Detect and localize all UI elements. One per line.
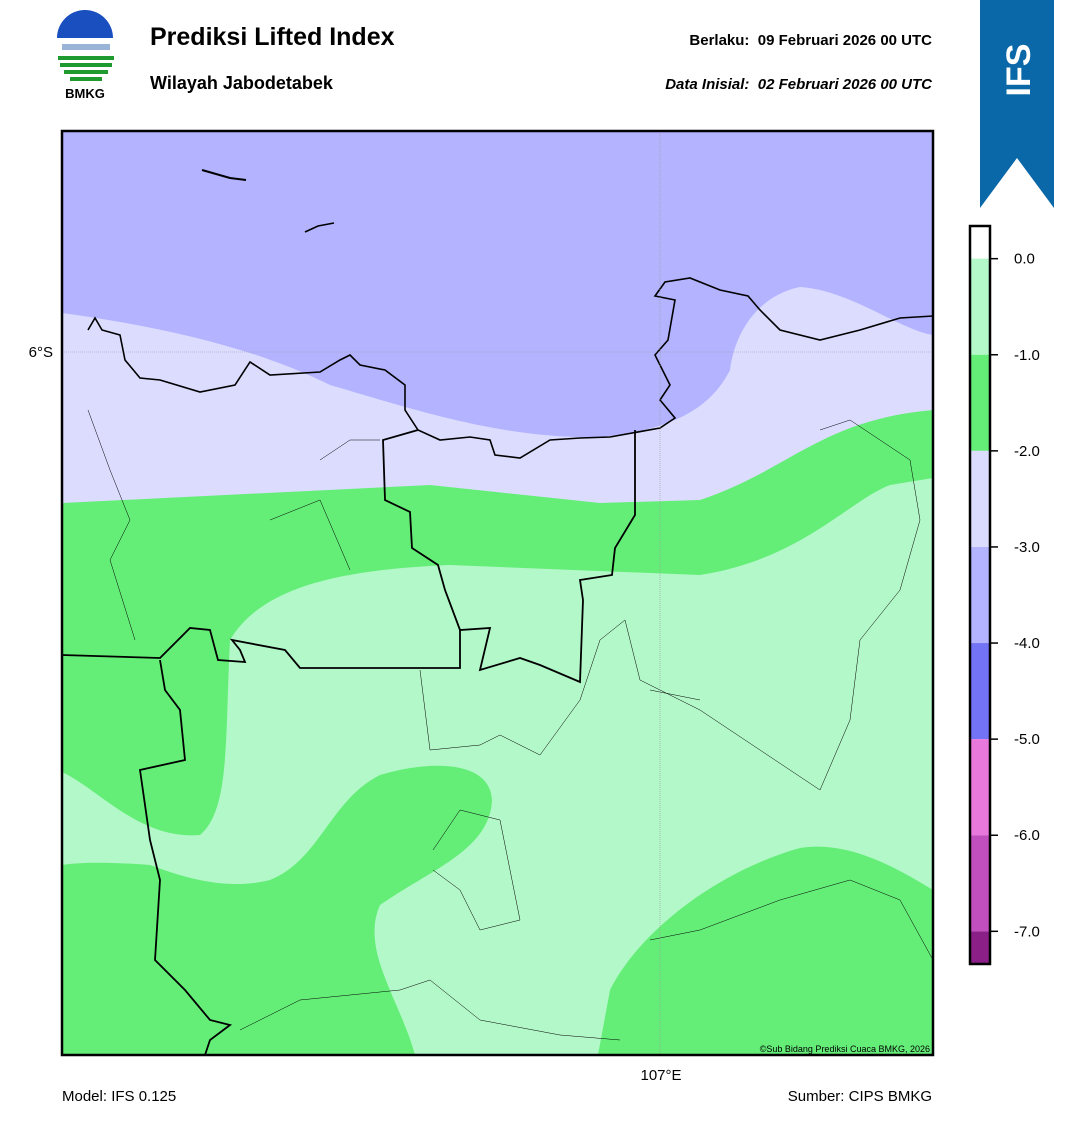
colorbar-segment [970, 931, 990, 964]
colorbar-segment [970, 354, 990, 451]
lon-label: 107°E [640, 1067, 681, 1084]
map: ©Sub Bidang Prediksi Cuaca BMKG, 2026 6°… [29, 129, 935, 1084]
colorbar-tick-label: -5.0 [1014, 731, 1040, 748]
colorbar-tick-label: -6.0 [1014, 827, 1040, 844]
source: Sumber: CIPS BMKG [788, 1088, 932, 1105]
colorbar-tick-label: -7.0 [1014, 923, 1040, 940]
logo: BMKG [57, 10, 114, 101]
colorbar: 0.0 -1.0 -2.0 -3.0 -4.0 -5.0 -6.0 -7.0 [968, 224, 1040, 966]
model: Model: IFS 0.125 [62, 1088, 176, 1105]
logo-text: BMKG [65, 86, 105, 101]
colorbar-tick-label: 0.0 [1014, 251, 1035, 268]
colorbar-segment [970, 546, 990, 644]
credit: ©Sub Bidang Prediksi Cuaca BMKG, 2026 [760, 1044, 930, 1054]
colorbar-tick-label: -3.0 [1014, 539, 1040, 556]
colorbar-segment [970, 739, 990, 836]
valid-time: Berlaku: 09 Februari 2026 00 UTC [689, 32, 932, 49]
title: Prediksi Lifted Index [150, 23, 395, 51]
badge-text: IFS [1000, 44, 1038, 97]
badge [980, 0, 1054, 208]
colorbar-tick-label: -1.0 [1014, 347, 1040, 364]
colorbar-segment [970, 643, 990, 740]
colorbar-tick-label: -2.0 [1014, 443, 1040, 460]
lat-label: 6°S [29, 344, 53, 361]
subtitle: Wilayah Jabodetabek [150, 73, 334, 93]
colorbar-segment [970, 835, 990, 932]
colorbar-segment [970, 226, 990, 259]
colorbar-tick-label: -4.0 [1014, 635, 1040, 652]
colorbar-segment [970, 258, 990, 355]
colorbar-segment [970, 450, 990, 547]
colorbar-frame [968, 224, 992, 966]
init-time: Data Inisial: 02 Februari 2026 00 UTC [665, 76, 933, 93]
